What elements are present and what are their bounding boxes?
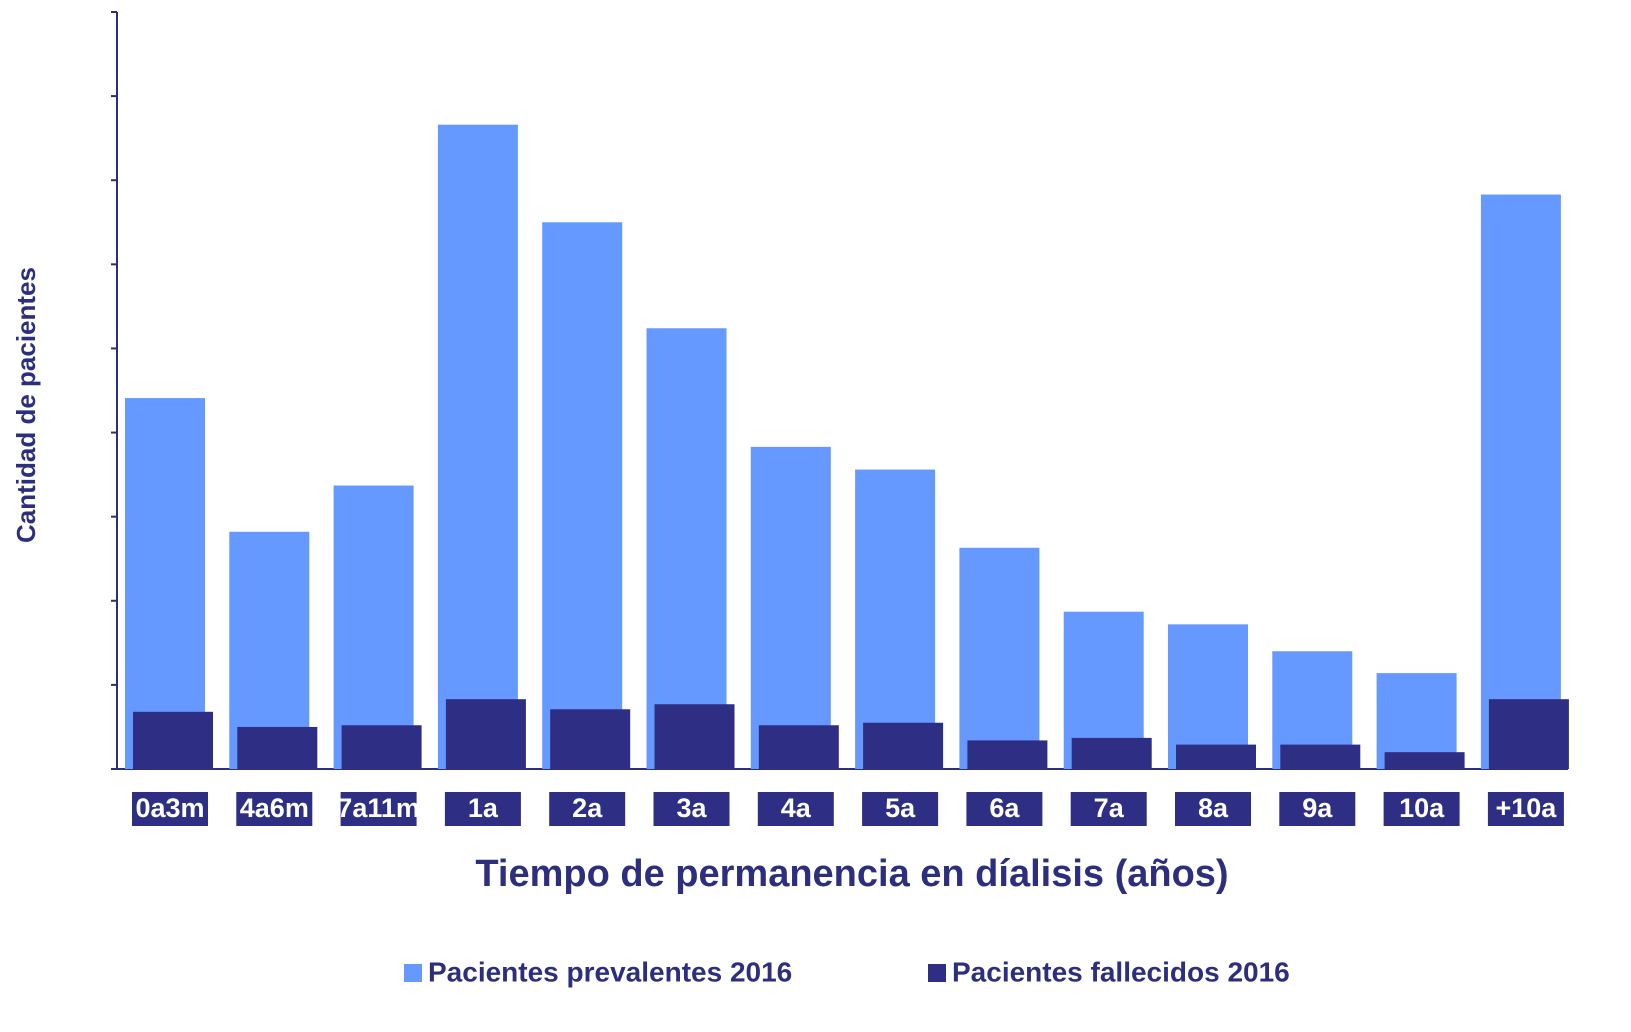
x-tick-label-box: [1175, 792, 1251, 826]
bar: [967, 740, 1048, 769]
x-tick-label-box: [444, 792, 521, 826]
x-tick-label-box: [757, 792, 834, 826]
x-tick-label: 3a: [676, 793, 707, 823]
x-tick-label: 1a: [468, 793, 499, 823]
x-tick-label-box: [340, 792, 417, 826]
x-tick-label-box: [132, 792, 208, 826]
x-tick-label: 10a: [1399, 793, 1445, 823]
x-tick-label-box: [1279, 792, 1356, 826]
bar: [1280, 744, 1361, 769]
bar: [341, 725, 422, 769]
bar: [1176, 744, 1256, 769]
x-tick-label: 4a: [781, 793, 812, 823]
x-tick-label: 2a: [572, 793, 603, 823]
x-tick-label: 6a: [989, 793, 1020, 823]
bar: [125, 398, 205, 769]
x-tick-label: 7a11m: [337, 793, 420, 823]
bar: [959, 547, 1040, 769]
legend-swatch: [928, 964, 946, 982]
bar: [646, 328, 727, 769]
bar: [863, 722, 944, 769]
bar: [550, 709, 631, 769]
bar: [1071, 737, 1152, 769]
bar: [1384, 752, 1465, 769]
bar: [758, 725, 839, 769]
x-axis-label: Tiempo de permanencia en díalisis (años): [475, 853, 1228, 895]
bar: [133, 711, 213, 769]
bar: [333, 485, 414, 769]
x-tick-label: 5a: [885, 793, 916, 823]
bar: [542, 222, 623, 769]
x-tick-label-box: [653, 792, 730, 826]
x-tick-label-box: [1487, 792, 1564, 826]
x-tick-label-box: [966, 792, 1043, 826]
bar: [654, 704, 735, 769]
legend-swatch: [404, 964, 422, 982]
bar: [750, 446, 831, 769]
bar: [437, 124, 518, 770]
x-tick-label: 9a: [1302, 793, 1333, 823]
y-axis-label: Cantidad de pacientes: [11, 267, 41, 543]
x-tick-label-box: [1070, 792, 1147, 826]
x-tick-label: 8a: [1198, 793, 1229, 823]
legend-label: Pacientes fallecidos 2016: [952, 956, 1290, 987]
bar: [855, 469, 936, 769]
x-tick-label-box: [549, 792, 626, 826]
bar: [1488, 699, 1569, 769]
bar: [237, 726, 318, 769]
x-tick-label-box: [1383, 792, 1460, 826]
x-tick-label: 4a6m: [240, 793, 309, 823]
legend-label: Pacientes prevalentes 2016: [428, 956, 792, 987]
bar: [1480, 194, 1561, 769]
x-tick-label-box: [862, 792, 939, 826]
x-tick-label: 0a3m: [135, 793, 204, 823]
x-tick-label: +10a: [1495, 793, 1557, 823]
x-tick-label-box: [236, 792, 313, 826]
bar: [445, 699, 526, 769]
x-tick-label: 7a: [1094, 793, 1125, 823]
